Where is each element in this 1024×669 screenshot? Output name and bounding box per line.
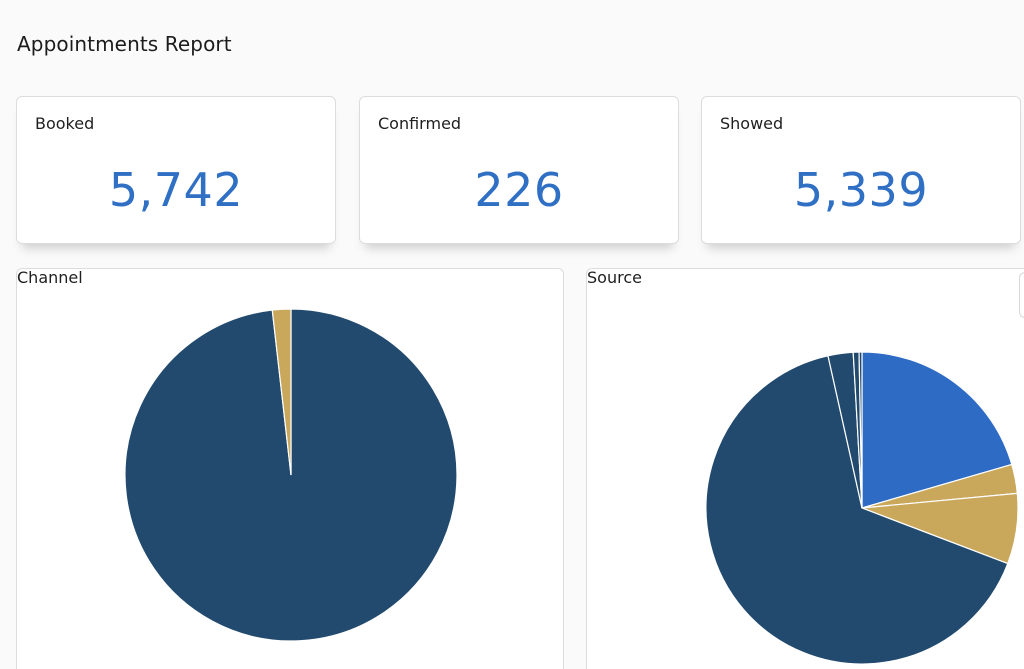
page-title: Appointments Report [17,32,232,56]
stat-card-confirmed: Confirmed 226 [359,96,679,244]
stat-value-showed: 5,339 [793,163,929,217]
stat-card-showed: Showed 5,339 [701,96,1021,244]
channel-pie-slice-1[interactable] [271,308,292,476]
source-chart-card: Source [586,268,1024,669]
source-pie-slice-6[interactable] [858,351,863,509]
channel-chart-title: Channel [17,268,83,287]
source-chart-title: Source [587,268,642,287]
stat-label-booked: Booked [35,114,95,133]
adjacent-card-edge [1019,272,1024,318]
stat-label-confirmed: Confirmed [378,114,462,133]
source-pie-chart [705,351,1019,665]
stat-card-booked: Booked 5,742 [16,96,336,244]
stat-label-showed: Showed [720,114,784,133]
source-pie-slice-0[interactable] [861,351,1013,509]
channel-chart-card: Channel [16,268,564,669]
channel-pie-chart [124,308,458,642]
source-pie-slice-3[interactable] [705,355,1009,665]
stat-value-booked: 5,742 [108,163,244,217]
stat-value-confirmed: 226 [474,163,564,217]
